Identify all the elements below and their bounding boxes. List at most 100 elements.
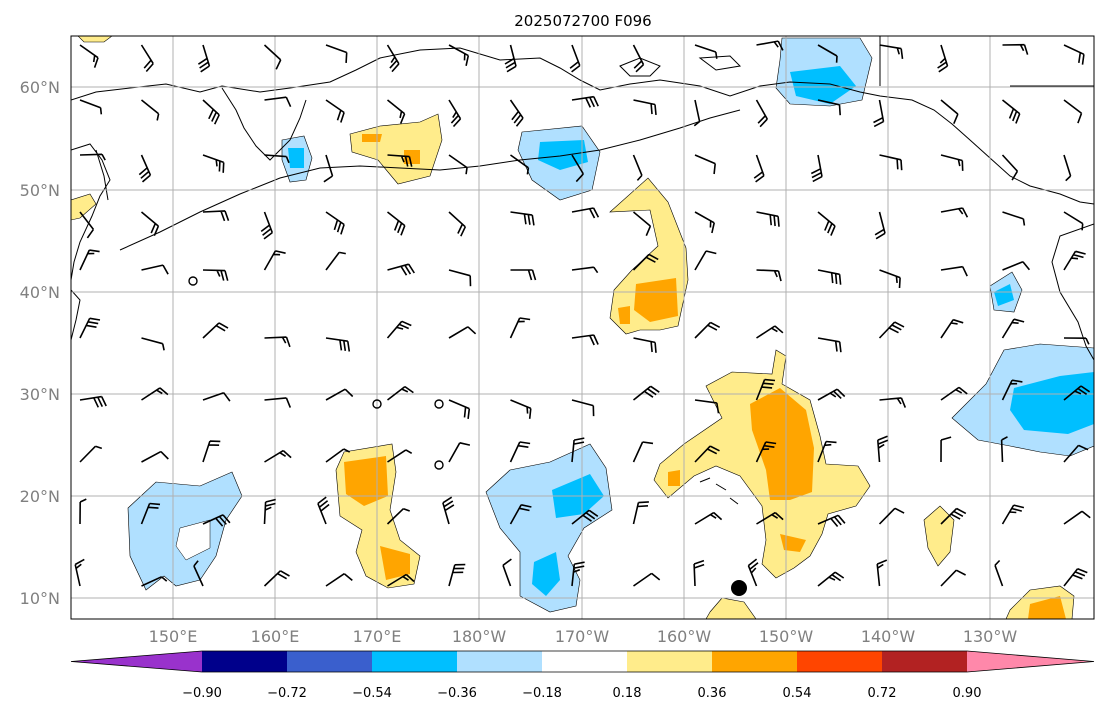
colorbar-level-label: 0.72 <box>868 686 897 701</box>
wind-barb <box>323 154 334 183</box>
lon-tick-label: 140°W <box>861 627 916 646</box>
wind-barb <box>197 44 211 73</box>
wind-barb <box>325 573 353 587</box>
wind-barb <box>317 496 330 525</box>
negative-region-central-pacific-core-2 <box>532 552 560 596</box>
colorbar-level-label: −0.18 <box>522 686 562 701</box>
longitude-ticks: 150°E 160°E 170°E 180°W 170°W 160°W 150°… <box>149 627 1018 646</box>
wind-barb <box>260 211 274 240</box>
wind-barb <box>79 317 101 339</box>
wind-barb <box>202 154 225 173</box>
calm-markers <box>188 276 444 470</box>
colorbar-level-label: 0.54 <box>783 686 812 701</box>
wind-barb <box>817 514 846 528</box>
wind-barb <box>79 498 87 525</box>
wind-barb <box>509 317 531 339</box>
colorbar-level-label: −0.36 <box>437 686 477 701</box>
wind-barb <box>202 391 231 402</box>
colorbar-level-label: 0.36 <box>698 686 727 701</box>
positive-region-hawaii-core <box>668 388 814 552</box>
colorbar-swatch <box>372 651 457 672</box>
calm-circle <box>372 399 382 409</box>
wind-barb <box>79 211 95 239</box>
latitude-ticks: 60°N 50°N 40°N 30°N 20°N 10°N <box>20 78 60 608</box>
wind-barb <box>509 99 524 127</box>
calm-circle <box>434 399 444 409</box>
wind-barb <box>817 211 836 236</box>
wind-barb <box>940 436 952 463</box>
wind-barb <box>387 573 415 587</box>
wind-barb <box>140 44 154 73</box>
wind-barb <box>263 570 290 587</box>
wind-barb <box>694 445 720 463</box>
wind-barb <box>79 99 103 115</box>
wind-barb <box>633 385 660 401</box>
wind-barb <box>633 99 657 115</box>
wind-barb <box>632 501 649 525</box>
colorbar-level-label: 0.90 <box>953 686 982 701</box>
wind-barb <box>878 507 905 525</box>
wind-barb <box>264 154 290 164</box>
wind-barb <box>817 337 842 353</box>
wind-barb <box>386 320 412 339</box>
wind-barb <box>877 435 889 463</box>
negative-region-kamchatka-core <box>288 148 304 168</box>
wind-barb <box>694 211 715 234</box>
wind-barb <box>571 399 595 417</box>
wind-barb <box>448 154 468 175</box>
wind-barb <box>448 44 470 66</box>
map-area <box>70 35 1095 620</box>
gridlines <box>71 36 1094 619</box>
wind-barb <box>1063 567 1088 587</box>
wind-barb <box>1063 510 1091 525</box>
wind-barb <box>386 99 406 124</box>
wind-barb <box>325 99 345 123</box>
wind-barb <box>1001 379 1023 401</box>
wind-barb <box>569 44 581 73</box>
wind-barb <box>940 207 969 218</box>
wind-barb <box>1002 260 1031 271</box>
wind-barb <box>873 99 885 128</box>
wind-barb <box>753 154 765 183</box>
wind-barb <box>141 337 165 351</box>
wind-barb <box>325 337 351 352</box>
lat-tick-label: 40°N <box>20 283 60 302</box>
wind-barb <box>693 559 705 587</box>
coast-kamchatka <box>221 87 307 161</box>
wind-barb <box>448 326 477 339</box>
wind-barb <box>876 559 888 587</box>
wind-barb <box>79 153 106 161</box>
wind-barb <box>1000 436 1008 463</box>
hole-west-pacific <box>175 519 211 561</box>
colorbar-swatch <box>287 651 372 672</box>
wind-barb <box>694 321 721 339</box>
wind-barb <box>571 95 599 108</box>
wind-barbs <box>74 40 1091 587</box>
wind-barb <box>387 154 413 167</box>
wind-barb <box>755 378 776 401</box>
shaded-anomaly-fields <box>71 36 1094 619</box>
wind-barb <box>510 399 532 419</box>
wind-barb <box>940 265 968 277</box>
wind-barb <box>504 44 517 73</box>
wind-barb <box>448 211 467 237</box>
wind-barb <box>140 502 161 525</box>
wind-barb <box>694 154 716 175</box>
wind-barb <box>817 571 845 587</box>
lon-tick-label: 170°W <box>555 627 610 646</box>
coast-okhotsk <box>71 143 111 281</box>
wind-barb <box>502 558 512 587</box>
wind-barb <box>79 445 103 463</box>
calm-circle <box>188 276 198 286</box>
wind-barb <box>1063 154 1072 182</box>
colorbar-extend-high <box>967 651 1094 672</box>
wind-barb <box>1063 385 1091 401</box>
wind-barb <box>138 154 152 183</box>
wind-barb <box>193 560 204 587</box>
lon-tick-label: 160°W <box>657 627 712 646</box>
wind-barb <box>571 437 585 463</box>
wind-barb <box>325 44 348 63</box>
wind-barb <box>510 269 537 281</box>
colorbar-swatch <box>542 651 627 672</box>
